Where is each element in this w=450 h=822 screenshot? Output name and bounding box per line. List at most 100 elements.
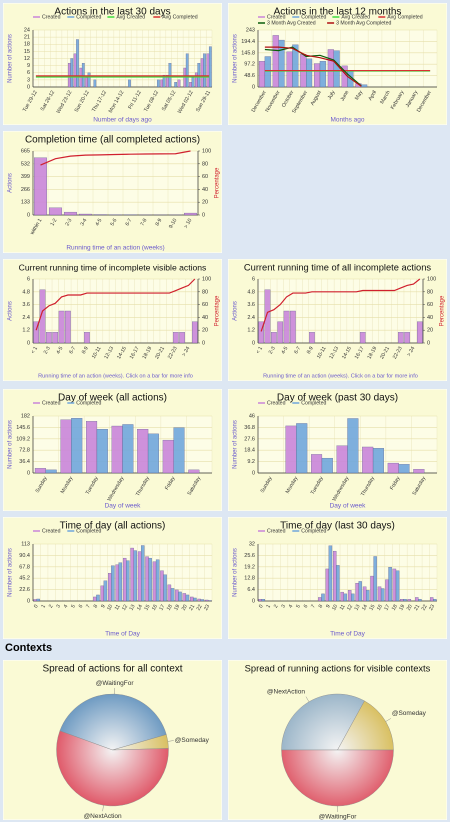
bar [380,588,385,602]
y2-axis-title: Percentage [215,295,221,326]
bar [71,418,83,474]
x-tick-label: 1-2 [49,218,58,228]
bar [413,469,425,474]
x-tick-label: 2-3 [43,346,52,356]
bar [86,421,98,474]
y-tick-label: 9 [27,63,30,69]
chart-panel: Spread of running actions for visible co… [228,660,447,820]
chart-panel: Day of week (past 30 days) 0 9.2 18.4 27.6 36… [228,389,447,511]
chart-title: Spread of actions for all context [42,664,182,675]
x-tick-label: 18 [166,604,174,612]
bar [128,79,131,88]
legend-label: Completed [301,528,326,534]
x-tick-label: 5 [295,604,302,610]
bar [100,585,105,602]
bar [358,581,362,602]
bar [258,321,264,344]
bar [34,157,47,216]
bar [321,593,325,602]
x-tick-label: 6 [303,604,310,610]
chart-title: Time of day (last 30 days) [280,521,395,532]
bar [271,332,277,344]
bar [126,560,130,602]
y-tick-label: 18.4 [244,448,255,454]
y2-tick-label: 0 [427,340,430,346]
bar [174,82,178,88]
bar [258,599,262,602]
bar [170,588,175,602]
y-tick-label: 145.6 [16,425,30,431]
y-axis-title: Number of actions [8,420,14,469]
x-tick-label: 18-19 [141,346,153,361]
x-tick-label: 23 [428,604,436,612]
legend-label: Avg Created [116,14,145,20]
y-tick-label: 266 [21,187,30,193]
bar [184,212,197,216]
bar [283,310,290,344]
bar [160,570,164,602]
bar [277,321,284,344]
y-tick-label: 0 [252,470,255,476]
bar [355,583,359,602]
bar [333,50,340,88]
y-axis-title: Number of actions [8,548,14,597]
bar [65,310,71,344]
y2-tick-label: 20 [427,328,433,334]
y-tick-label: 22.6 [19,587,30,593]
line-series [35,278,196,331]
y2-tick-label: 0 [202,212,205,218]
y-tick-label: 72.8 [19,448,30,454]
bar [96,594,100,602]
legend-label: Created [267,400,286,406]
x-tick-label: 14 [136,604,144,612]
bar [264,56,271,88]
bar [67,63,71,88]
bar [33,321,39,344]
y2-tick-label: 60 [427,302,433,308]
label-leader [167,740,174,742]
bar [286,51,293,88]
y-tick-label: 113 [21,541,30,547]
bar [272,35,279,88]
x-tick-label: 4-5 [56,346,65,356]
x-tick-label: 4-5 [94,218,103,228]
x-axis-title: Running time of an action (weeks). Click… [38,373,193,379]
bar [362,446,374,474]
bar [179,332,185,344]
bar [39,289,46,344]
y-tick-label: 182 [21,413,30,419]
bar [185,594,190,602]
legend-label: 3 Month Avg Created [267,20,316,26]
x-tick-label: 13 [129,604,137,612]
x-tick-label: 19 [173,604,181,612]
x-tick-label: May [354,89,364,101]
bar [162,74,166,88]
x-axis-title: Time of Day [330,631,366,638]
bar [203,53,206,88]
bar [336,445,348,474]
x-tick-label: 6 [78,604,85,610]
legend-label: Created [42,400,61,406]
y2-tick-label: 20 [202,328,208,334]
x-tick-label: 10 [331,604,339,612]
chart-panel: Current running time of all incomplete a… [228,259,447,381]
y-tick-label: 0 [27,212,30,218]
bar [385,579,389,602]
label-leader [305,696,310,702]
x-tick-label: July [327,89,337,100]
y2-tick-label: 80 [202,161,208,167]
y-tick-label: 4.8 [22,289,30,295]
bar [418,599,422,602]
bar [167,584,172,602]
bar [285,425,297,474]
bar [372,448,384,474]
y-axis-title: Number of actions [233,420,239,469]
bar [122,424,134,474]
label-leader [385,718,391,722]
line-series [40,150,191,166]
chart-title: Current running time of all incomplete a… [244,262,432,272]
x-tick-label: 8-9 [81,346,90,356]
bar [93,79,97,88]
x-tick-label: 0 [258,604,265,610]
